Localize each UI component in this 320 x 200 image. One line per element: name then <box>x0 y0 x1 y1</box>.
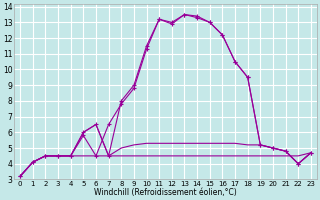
X-axis label: Windchill (Refroidissement éolien,°C): Windchill (Refroidissement éolien,°C) <box>94 188 237 197</box>
